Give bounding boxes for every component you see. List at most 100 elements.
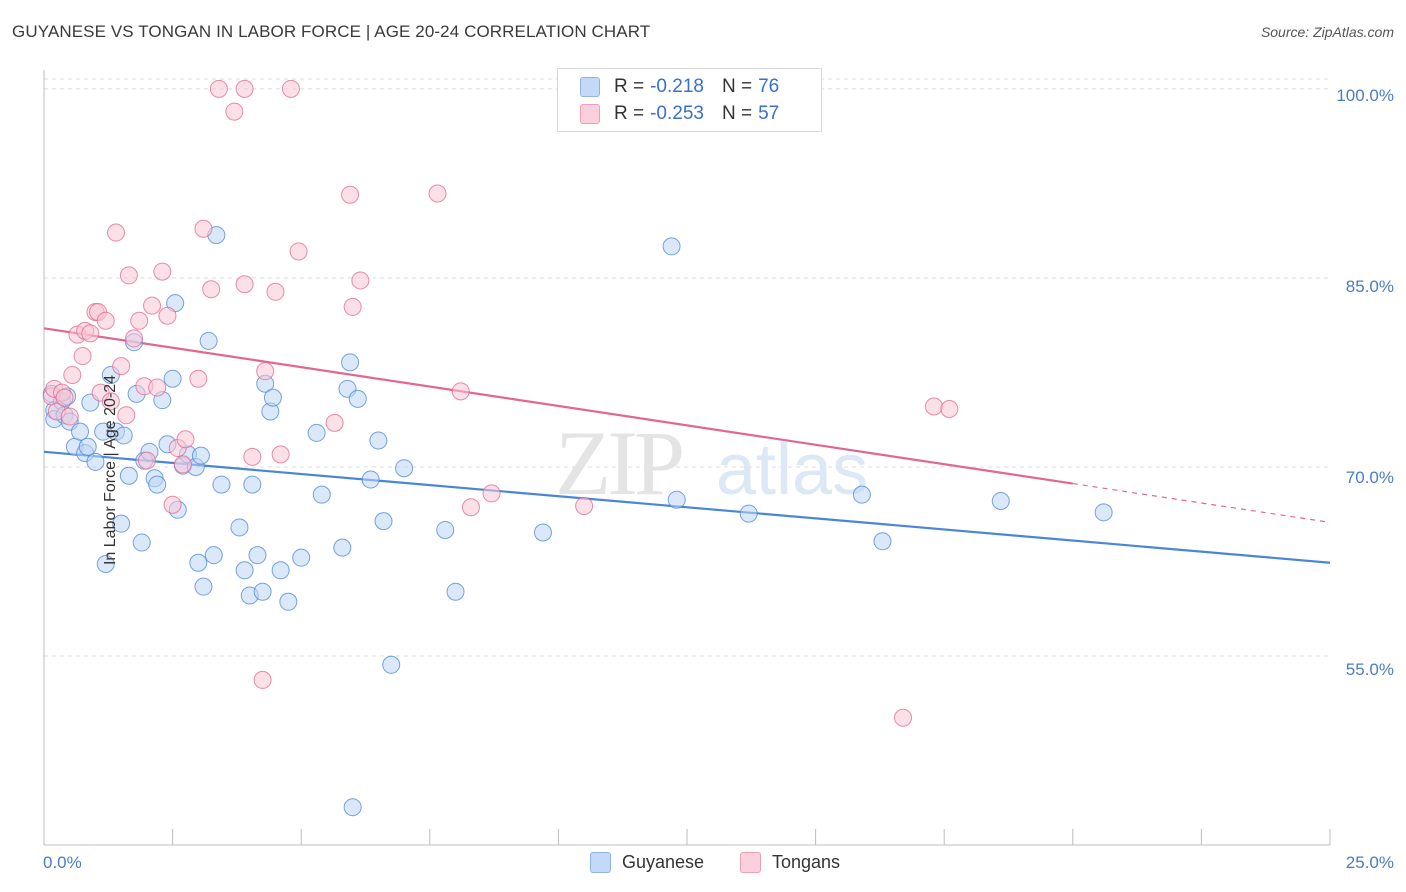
- point-tongans: [461, 498, 480, 517]
- point-tongans: [351, 271, 370, 290]
- point-guyanese: [279, 592, 298, 611]
- point-guyanese: [739, 504, 758, 523]
- y-tick-label: 100.0%: [1336, 86, 1394, 105]
- point-tongans: [281, 79, 300, 98]
- point-tongans: [451, 382, 470, 401]
- point-tongans: [81, 324, 100, 343]
- point-guyanese: [235, 561, 254, 580]
- point-guyanese: [533, 523, 552, 542]
- point-tongans: [209, 79, 228, 98]
- point-guyanese: [343, 798, 362, 817]
- point-tongans: [117, 406, 136, 425]
- point-tongans: [325, 413, 344, 432]
- point-tongans: [107, 223, 126, 242]
- point-tongans: [289, 242, 308, 261]
- point-tongans: [112, 357, 131, 376]
- watermark-zip: ZIP: [555, 412, 682, 514]
- legend-swatch: [740, 852, 761, 873]
- point-guyanese: [667, 490, 686, 509]
- point-guyanese: [230, 518, 249, 537]
- point-tongans: [55, 388, 74, 407]
- point-guyanese: [374, 512, 393, 531]
- r-value: -0.218: [650, 76, 704, 97]
- point-guyanese: [114, 426, 133, 445]
- point-guyanese: [263, 388, 282, 407]
- point-guyanese: [369, 431, 388, 450]
- point-tongans: [235, 79, 254, 98]
- stats-row-guyanese: R = -0.218 N = 76: [580, 75, 779, 99]
- point-guyanese: [212, 475, 231, 494]
- point-tongans: [194, 219, 213, 238]
- point-tongans: [119, 266, 138, 285]
- point-tongans: [96, 311, 115, 330]
- point-guyanese: [312, 485, 331, 504]
- point-tongans: [575, 497, 594, 516]
- point-tongans: [202, 280, 221, 299]
- swatch-guyanese: [580, 77, 600, 97]
- point-tongans: [163, 495, 182, 514]
- watermark-atlas: atlas: [716, 430, 868, 510]
- point-guyanese: [199, 331, 218, 350]
- trend-line-extension-tongans: [1072, 482, 1331, 523]
- stats-legend: R = -0.218 N = 76 R = -0.253 N = 57: [557, 68, 822, 132]
- point-guyanese: [307, 423, 326, 442]
- point-guyanese: [333, 538, 352, 557]
- y-axis-label: In Labor Force | Age 20-24: [102, 374, 120, 566]
- x-tick-label: 0.0%: [43, 853, 82, 872]
- point-guyanese: [112, 514, 131, 533]
- point-guyanese: [243, 475, 262, 494]
- trend-line-tongans: [43, 327, 1073, 485]
- point-guyanese: [361, 470, 380, 489]
- point-guyanese: [382, 655, 401, 674]
- point-guyanese: [253, 582, 272, 601]
- n-value: 76: [758, 76, 780, 97]
- point-guyanese: [1094, 503, 1113, 522]
- chart-title: GUYANESE VS TONGAN IN LABOR FORCE | AGE …: [12, 22, 651, 41]
- point-guyanese: [395, 459, 414, 478]
- point-tongans: [153, 262, 172, 281]
- swatch-tongans: [580, 104, 600, 124]
- point-tongans: [101, 392, 120, 411]
- point-guyanese: [662, 237, 681, 256]
- source-credit: Source: ZipAtlas.com: [1260, 24, 1394, 40]
- legend-label: Tongans: [772, 852, 841, 872]
- point-tongans: [125, 329, 144, 348]
- point-tongans: [73, 347, 92, 366]
- point-guyanese: [341, 353, 360, 372]
- point-tongans: [176, 430, 195, 449]
- point-tongans: [130, 311, 149, 330]
- point-tongans: [266, 282, 285, 301]
- point-guyanese: [852, 485, 871, 504]
- point-tongans: [225, 102, 244, 121]
- point-tongans: [158, 306, 177, 325]
- point-guyanese: [163, 369, 182, 388]
- point-tongans: [428, 184, 447, 203]
- r-value: -0.253: [650, 103, 704, 124]
- point-tongans: [482, 484, 501, 503]
- point-guyanese: [348, 389, 367, 408]
- y-axis-label-wrap: In Labor Force | Age 20-24: [0, 0, 119, 892]
- legend-item-guyanese: Guyanese: [590, 852, 704, 873]
- point-tongans: [253, 670, 272, 689]
- r-label: R =: [614, 103, 645, 124]
- point-tongans: [148, 378, 167, 397]
- point-tongans: [924, 397, 943, 416]
- x-tick-label: 25.0%: [1345, 853, 1394, 872]
- point-guyanese: [78, 437, 97, 456]
- point-tongans: [60, 407, 79, 426]
- point-guyanese: [991, 491, 1010, 510]
- point-tongans: [341, 185, 360, 204]
- legend-item-tongans: Tongans: [740, 852, 840, 873]
- point-guyanese: [194, 577, 213, 596]
- point-tongans: [243, 447, 262, 466]
- point-tongans: [63, 365, 82, 384]
- axes: [43, 70, 1331, 846]
- point-tongans: [894, 708, 913, 727]
- stats-row-tongans: R = -0.253 N = 57: [580, 102, 779, 126]
- point-tongans: [143, 296, 162, 315]
- point-guyanese: [119, 466, 138, 485]
- point-tongans: [271, 445, 290, 464]
- legend-swatch: [590, 852, 611, 873]
- point-tongans: [235, 275, 254, 294]
- point-guyanese: [873, 532, 892, 551]
